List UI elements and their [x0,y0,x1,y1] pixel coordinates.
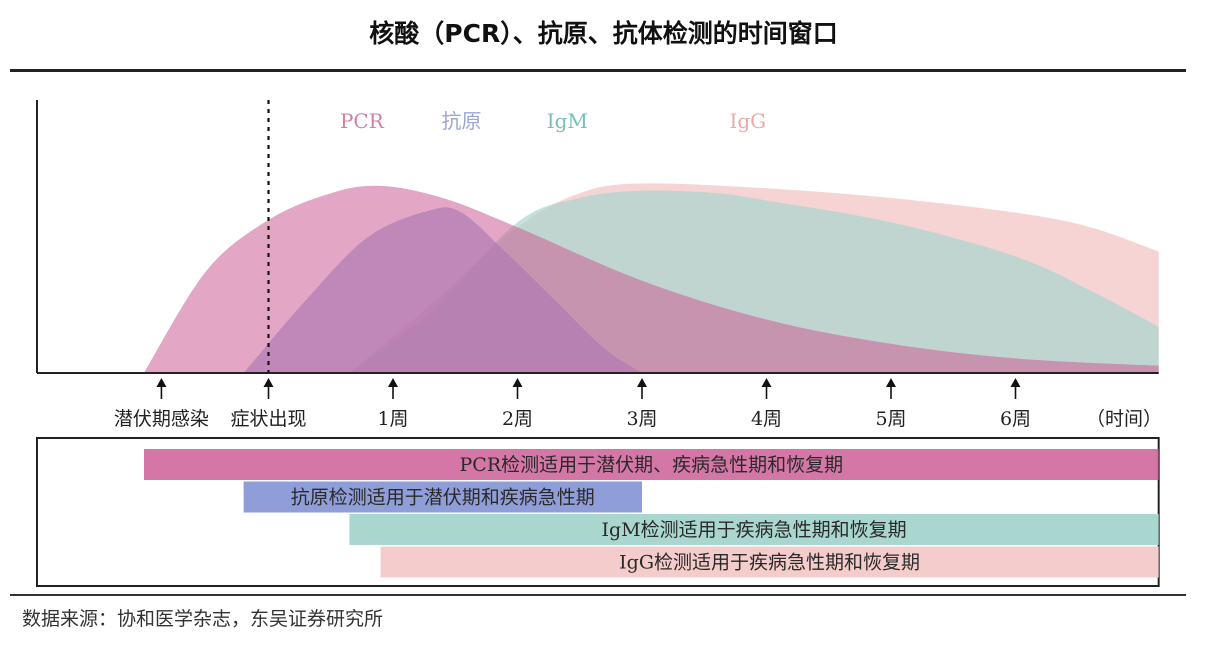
tick-arrow-icon [388,378,398,387]
window-bar-antigen [243,481,642,513]
footer-divider [10,594,1186,596]
tick-arrow-icon [886,378,896,387]
window-frame [36,437,1160,587]
area-pcr [144,185,1159,373]
window-label-pcr: PCR检测适用于潜伏期、疾病急性期和恢复期 [460,454,844,476]
x-tick-label: 潜伏期感染 [114,408,209,430]
x-tick-label: 5周 [875,408,906,430]
window-bar-igm [349,514,1159,545]
x-axis-label: （时间） [1086,408,1162,430]
tick-arrow-icon [263,378,274,387]
tick-arrow-icon [637,378,647,387]
x-tick-label: 3周 [626,408,657,430]
tick-arrow-icon [761,378,772,387]
tick-arrow-icon [1010,378,1021,387]
tick-arrow-icon [156,378,167,387]
series-label-antigen: 抗原 [441,109,481,133]
source-note: 数据来源：协和医学杂志，东吴证券研究所 [22,608,384,630]
detection-window-chart: 潜伏期感染 症状出现 1周 2周 3周 4周 5周 6周 （时间） PCR 抗原 IgM IgG PC… [36,100,1162,587]
title-divider [10,69,1186,72]
window-bar-pcr [144,449,1159,480]
x-tick-label: 1周 [377,408,408,430]
window-bar-igg [380,546,1159,578]
series-label-pcr: PCR [340,109,385,133]
tick-group: 潜伏期感染 症状出现 1周 2周 3周 4周 5周 6周 （时间） [114,378,1162,430]
axes-group [36,100,1159,374]
series-label-igg: IgG [729,109,766,133]
x-tick-label: 4周 [751,408,782,430]
tick-arrow-icon [512,378,523,387]
series-label-igm: IgM [547,109,588,133]
series-label-group: PCR 抗原 IgM IgG [340,109,766,133]
x-tick-label: 症状出现 [230,408,306,430]
x-tick-label: 6周 [1000,408,1031,430]
page-title: 核酸（PCR）、抗原、抗体检测的时间窗口 [369,19,838,48]
window-label-antigen: 抗原检测适用于潜伏期和疾病急性期 [291,487,595,509]
window-label-igm: IgM检测适用于疾病急性期和恢复期 [601,519,906,541]
window-label-igg: IgG检测适用于疾病急性期和恢复期 [619,552,920,574]
area-series-group [144,183,1159,373]
x-tick-label: 2周 [502,408,533,430]
